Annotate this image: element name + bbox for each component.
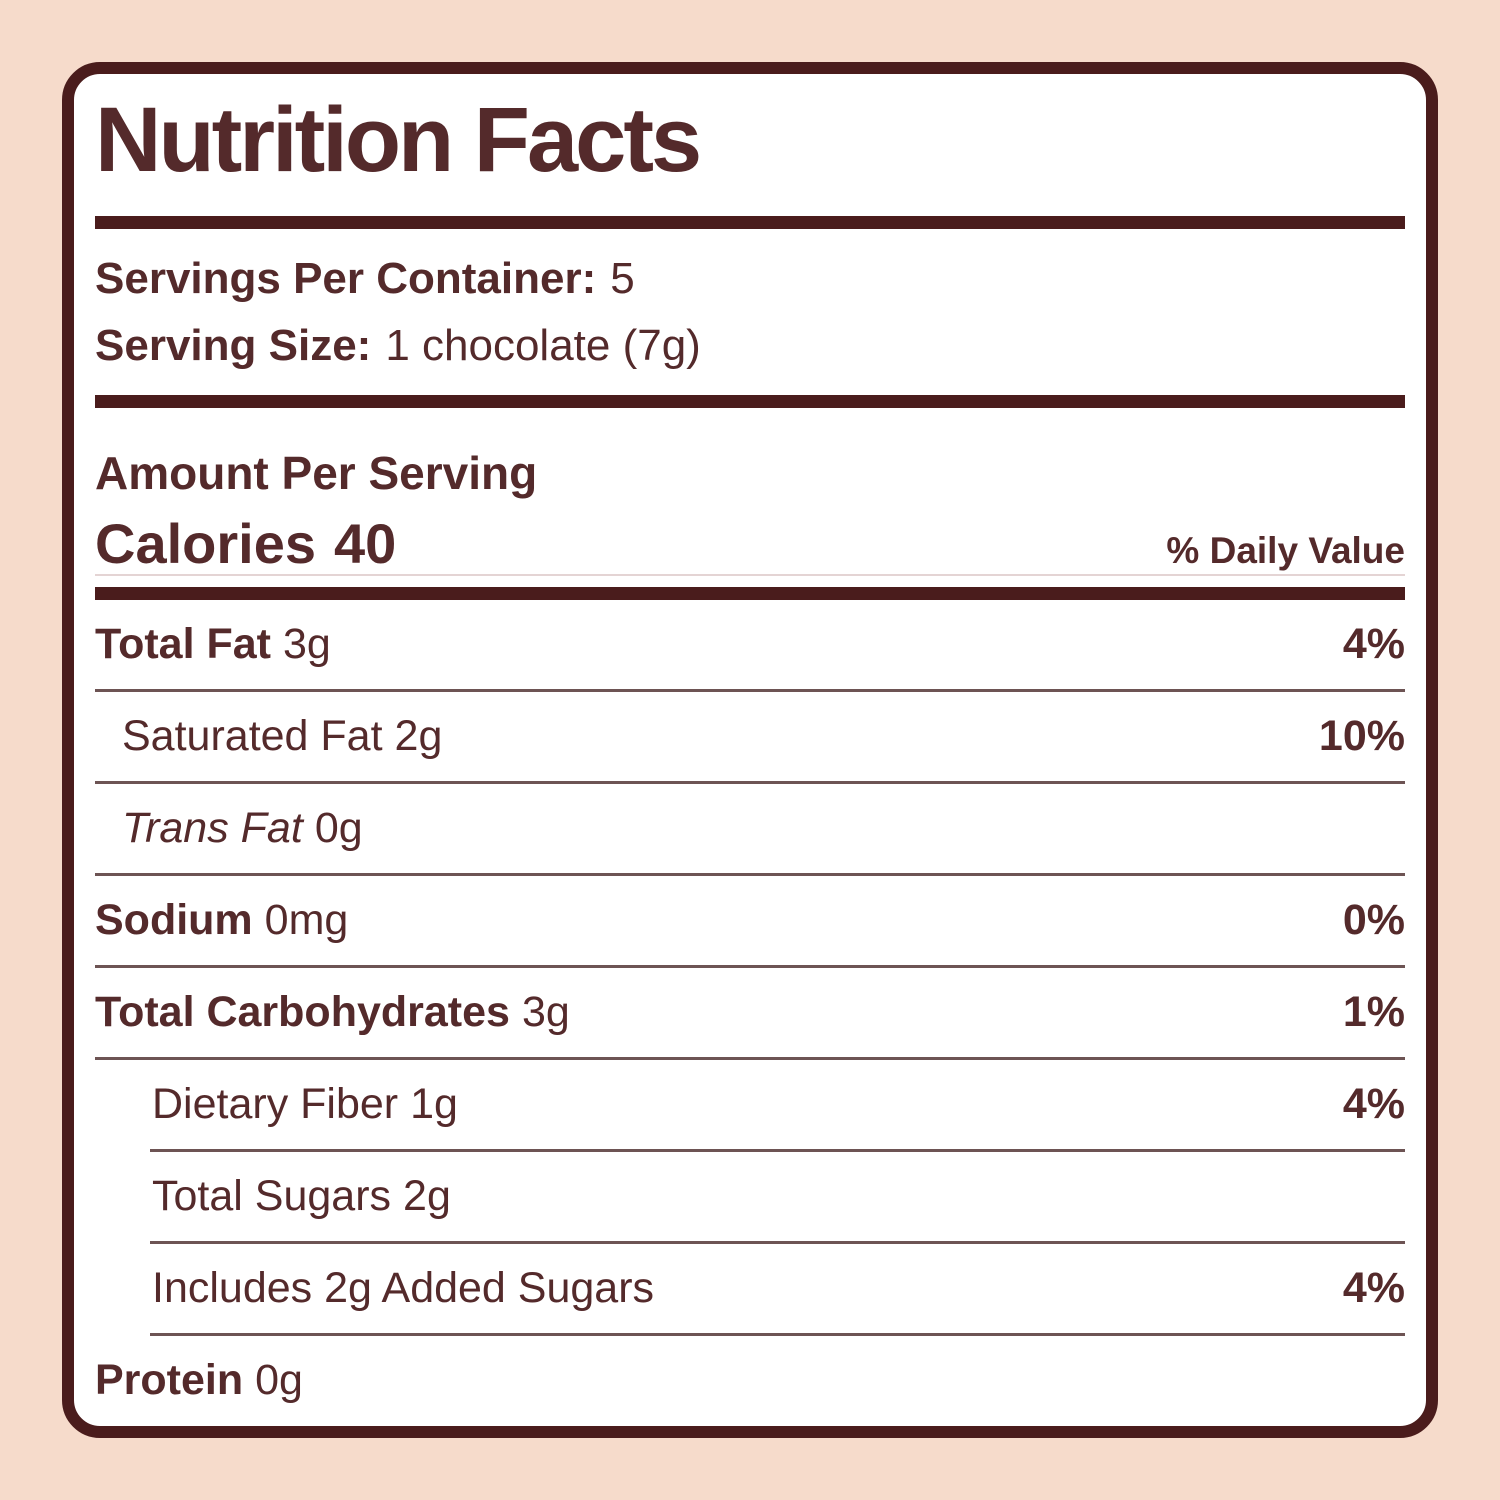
nutrient-label: Includes 2g Added Sugars [95,1263,666,1312]
nutrient-row-dietary-fiber: Dietary Fiber 1g 4% [95,1060,1405,1149]
thin-divider [95,964,1405,968]
thin-divider-inset [150,1332,1405,1336]
nutrient-amount: 2g [394,711,443,760]
thin-divider [95,780,1405,784]
nutrient-row-trans-fat: Trans Fat 0g [95,784,1405,873]
nutrient-name: Trans Fat [122,803,303,852]
thin-divider [95,872,1405,876]
calories-value: 40 [334,511,397,575]
nutrient-row-total-sugars: Total Sugars 2g [95,1152,1405,1241]
nutrient-row-protein: Protein 0g [95,1336,1405,1425]
calories-label: Calories [95,511,316,575]
nutrient-label: Total Fat 3g [95,619,331,668]
nutrient-daily-value: 4% [1342,1079,1405,1128]
thin-divider-inset [150,1148,1405,1152]
serving-size-value: 1 chocolate (7g) [385,320,701,370]
thick-divider [95,394,1405,408]
nutrient-name: Includes 2g Added Sugars [152,1263,655,1312]
nutrient-name: Saturated Fat [122,711,383,760]
thin-divider [95,688,1405,692]
nutrient-amount: 0g [314,803,363,852]
servings-per-container-label: Servings Per Container: [95,254,597,303]
nutrient-amount: 0g [255,1355,303,1404]
thin-light-divider [95,573,1405,576]
thin-divider [95,1056,1405,1060]
nutrient-name: Total Carbohydrates [95,987,510,1036]
nutrient-daily-value: 1% [1342,987,1405,1036]
nutrient-amount: 3g [521,987,570,1036]
nutrient-label: Total Sugars 2g [95,1171,451,1220]
nutrient-amount: 0mg [264,895,349,944]
nutrient-row-total-fat: Total Fat 3g 4% [95,600,1405,689]
servings-per-container-row: Servings Per Container: 5 [95,253,1405,306]
calories-group: Calories 40 [95,511,397,575]
nutrition-facts-title: Nutrition Facts [95,89,702,191]
nutrient-label: Saturated Fat 2g [95,711,443,760]
nutrition-facts-card: Nutrition Facts Servings Per Container: … [62,62,1438,1438]
servings-per-container-value: 5 [610,254,635,303]
thin-divider-inset [150,1240,1405,1244]
nutrient-amount: 2g [403,1171,451,1220]
nutrient-row-sodium: Sodium 0mg 0% [95,876,1405,965]
nutrient-name: Total Sugars [152,1171,392,1220]
calories-row: Calories 40 % Daily Value [95,511,1405,575]
nutrient-daily-value: 0% [1342,895,1405,944]
nutrient-label: Total Carbohydrates 3g [95,987,570,1036]
daily-value-header: % Daily Value [1166,529,1405,571]
thick-divider [95,216,1405,229]
nutrient-daily-value: 4% [1342,619,1405,668]
nutrient-daily-value: 10% [1318,711,1405,760]
serving-size-label: Serving Size: [95,320,372,370]
nutrient-label: Trans Fat 0g [95,803,363,852]
thick-divider [95,586,1405,600]
nutrient-row-saturated-fat: Saturated Fat 2g 10% [95,692,1405,781]
amount-per-serving-heading: Amount Per Serving [95,446,538,499]
nutrient-label: Dietary Fiber 1g [95,1079,458,1128]
nutrient-label: Sodium 0mg [95,895,349,944]
nutrient-name: Protein [95,1355,244,1404]
nutrient-amount: 3g [282,619,331,668]
nutrient-daily-value: 4% [1342,1263,1405,1312]
nutrient-name: Sodium [95,895,253,944]
nutrient-amount: 1g [410,1079,458,1128]
nutrient-name: Total Fat [95,619,271,668]
nutrient-row-added-sugars: Includes 2g Added Sugars 4% [95,1244,1405,1333]
nutrient-row-total-carbohydrates: Total Carbohydrates 3g 1% [95,968,1405,1057]
nutrient-name: Dietary Fiber [152,1079,399,1128]
nutrient-label: Protein 0g [95,1355,303,1404]
serving-size-row: Serving Size: 1 chocolate (7g) [95,320,1405,373]
